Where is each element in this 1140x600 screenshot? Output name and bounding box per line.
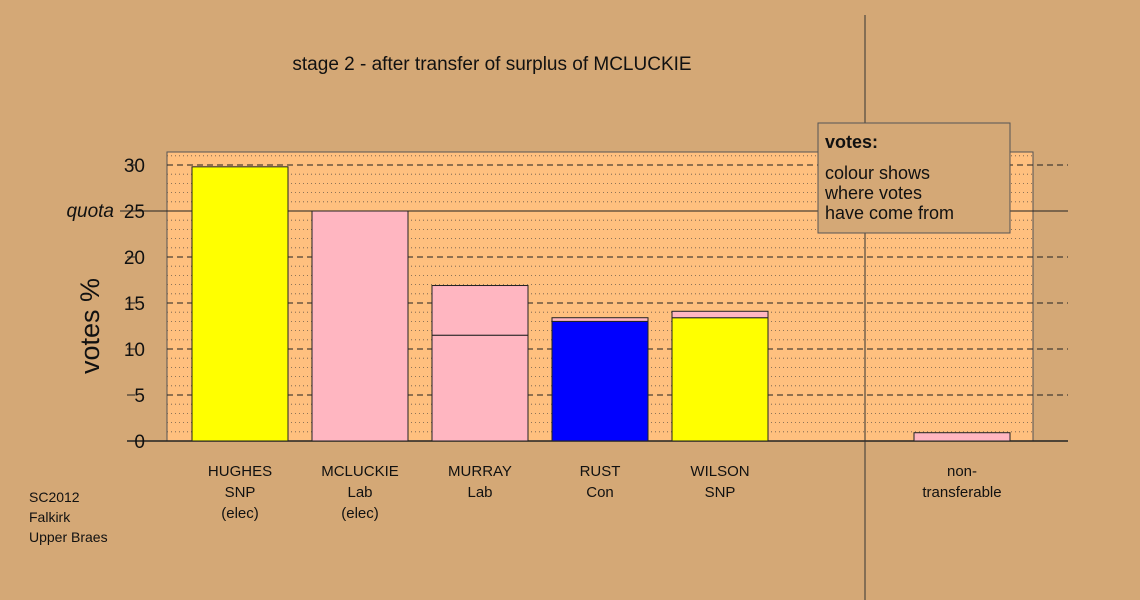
legend-title: votes: [825, 132, 878, 152]
footer-line-2: Falkirk [29, 509, 71, 525]
y-tick-label: 5 [134, 386, 145, 407]
bar-segment [913, 432, 1011, 442]
legend-line-1: colour shows [825, 163, 930, 183]
candidate-label: (elec) [221, 505, 259, 522]
quota-label: quota [66, 201, 114, 222]
candidate-label: Con [586, 484, 614, 501]
y-axis-label: votes % [75, 278, 105, 374]
candidate-label: Lab [347, 484, 372, 501]
bar-segment [311, 210, 409, 442]
candidate-label: SNP [705, 484, 736, 501]
footer-line-1: SC2012 [29, 489, 80, 505]
candidate-label: WILSON [690, 463, 749, 480]
candidate-label: MURRAY [448, 463, 512, 480]
candidate-labels: HUGHES SNP (elec) MCLUCKIE Lab (elec) MURRAY La… [208, 463, 1002, 522]
footer-line-3: Upper Braes [29, 529, 108, 545]
candidate-label: Lab [467, 484, 492, 501]
bar-segment [191, 166, 289, 442]
bar-segment [431, 285, 529, 336]
bar-segment [671, 310, 769, 319]
legend-line-2: where votes [824, 183, 922, 203]
candidate-label: (elec) [341, 505, 379, 522]
bars [191, 166, 1011, 442]
y-tick-label: 10 [124, 340, 145, 361]
chart-title: stage 2 - after transfer of surplus of M… [292, 54, 691, 75]
y-tick-label: 20 [124, 248, 145, 269]
legend-line-3: have come from [825, 203, 954, 223]
candidate-label: MCLUCKIE [321, 463, 399, 480]
candidate-label: SNP [225, 484, 256, 501]
y-tick-label: 0 [134, 432, 145, 453]
bar-segment [431, 334, 529, 442]
bar-segment [551, 320, 649, 442]
bar-segment [551, 317, 649, 322]
y-tick-label: 30 [124, 156, 145, 177]
legend-box: votes: colour shows where votes have com… [817, 122, 1011, 234]
y-tick-label: 15 [124, 294, 145, 315]
y-axis: 0 5 10 15 20 25 30 [124, 156, 145, 453]
candidate-label: HUGHES [208, 463, 272, 480]
y-tick-label: 25 [124, 202, 145, 223]
bar-segment [671, 317, 769, 442]
candidate-label: RUST [580, 463, 621, 480]
nontransferable-label: non- [947, 463, 977, 480]
nontransferable-label: transferable [922, 484, 1001, 501]
